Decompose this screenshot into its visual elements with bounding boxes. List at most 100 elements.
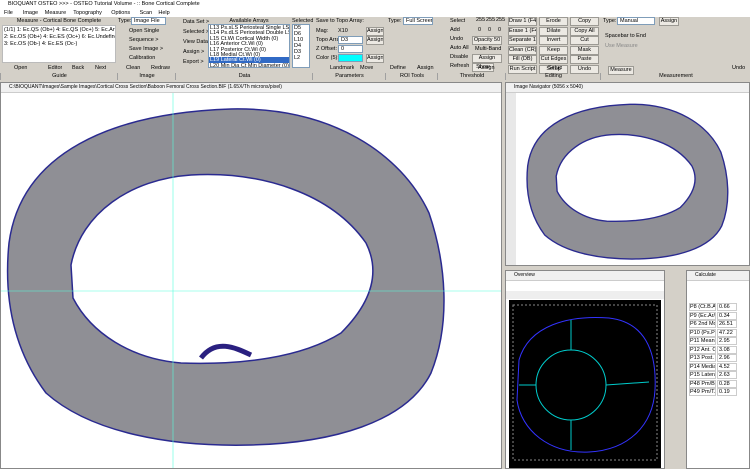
button[interactable]: Copy (570, 17, 599, 26)
button[interactable]: Selected > (183, 29, 210, 35)
button[interactable]: Mask (570, 45, 599, 55)
row-value: 0.34 (717, 311, 737, 320)
button[interactable]: Open (14, 65, 28, 71)
list-item[interactable]: L10 (294, 37, 304, 43)
button[interactable]: Measure (608, 66, 634, 75)
label: Color (5): (316, 55, 339, 61)
overview-window: Overview OptionsHelp (505, 270, 665, 469)
button[interactable]: Assign > (183, 49, 205, 55)
button[interactable]: Invert (539, 36, 568, 45)
checkbox-label[interactable]: Spacebar to End (605, 33, 646, 39)
list-item[interactable]: L17 Posterior Ct.Wi (0) (210, 46, 266, 53)
button[interactable]: Setup (539, 64, 568, 74)
list-item[interactable]: D3 (294, 49, 302, 55)
button[interactable]: Assign (472, 54, 502, 63)
button[interactable]: Clean (126, 65, 141, 71)
button[interactable]: Cut (570, 36, 599, 45)
button[interactable]: Opacity 50 (472, 36, 502, 45)
button[interactable]: Dilate (539, 26, 568, 36)
button[interactable]: Undo (450, 36, 464, 42)
button[interactable]: Show (472, 63, 494, 72)
dropdown[interactable]: Manual (617, 17, 655, 25)
button[interactable]: Editor (48, 65, 63, 71)
list-item[interactable]: L15 Ct.Wi Cortical Width (0) (210, 35, 279, 42)
menu-item[interactable]: Options (111, 10, 131, 16)
button[interactable]: Calibration (129, 55, 156, 61)
app-title: BIOQUANT OSTEO >>> - OSTEO Tutorial Volu… (8, 1, 200, 7)
measure-item[interactable]: 3: Ec.OS (Ob-) 4: Ec.ES (Oc-) (4, 41, 78, 47)
list-item[interactable]: L2 (294, 55, 301, 61)
button[interactable]: Data Set > (183, 19, 210, 25)
menu-item[interactable]: Help (158, 10, 170, 16)
bone-image (1, 93, 501, 468)
button[interactable]: Open Single (129, 28, 160, 34)
button[interactable]: Assign (366, 54, 384, 63)
checkbox-label[interactable]: Use Measure (605, 43, 638, 49)
available-list[interactable]: L13 Ps.sLS Periosteal Single LS (0) L14 P… (208, 24, 290, 68)
dropdown[interactable]: D3 (338, 36, 363, 44)
button[interactable]: Redraw (151, 65, 170, 71)
button[interactable]: Disable (450, 54, 469, 60)
button[interactable]: Run Script (508, 64, 537, 74)
list-item[interactable]: L19 Lateral Ct.Wi (0) (209, 57, 289, 64)
button[interactable]: Auto All (450, 45, 469, 51)
dropdown[interactable]: Full Screen (403, 17, 433, 25)
button[interactable]: Next (95, 65, 107, 71)
button[interactable]: Landmark (330, 65, 355, 71)
button[interactable]: View Data (183, 39, 208, 45)
measure-item[interactable]: 2: Ec.OS (Ob+) 4: Ec.ES (Oc+) 6: Ec.Unde… (4, 34, 116, 40)
list-item[interactable]: D5 (294, 25, 302, 31)
button[interactable]: Cut Edges (539, 55, 568, 64)
button[interactable]: Assign (366, 36, 384, 45)
button[interactable]: Setup (548, 65, 563, 71)
button[interactable]: Copy All (570, 26, 599, 36)
menu-item[interactable]: Topography (73, 10, 102, 16)
button[interactable]: Erase 1 (F4) (508, 26, 537, 36)
menu-item[interactable]: Measure (44, 10, 67, 16)
button[interactable]: Fill (DB) (508, 55, 537, 64)
color-swatch[interactable] (338, 54, 363, 62)
button[interactable]: Clean (CR) (508, 45, 537, 55)
list-item[interactable]: L18 Medial Ct.Wi (0) (210, 52, 261, 58)
menu-item[interactable]: Image (22, 10, 39, 16)
input[interactable]: 0 (338, 45, 363, 53)
list-item[interactable]: D6 (294, 31, 302, 37)
section-label: Data (175, 73, 313, 80)
list-item[interactable]: L14 Ps.dLS Periosteal Double LS (0) (210, 30, 289, 37)
dropdown[interactable]: Image File (131, 17, 166, 25)
button[interactable]: Undo (570, 64, 599, 74)
toolbar: Measure - Cortical Bone Complete (1/1) 1… (0, 17, 750, 80)
menu-item[interactable]: Scan (139, 10, 153, 16)
button[interactable]: Draw 1 (F4) (508, 17, 537, 26)
button[interactable]: Assign (659, 17, 679, 26)
button[interactable]: Paste (570, 55, 599, 64)
button[interactable]: Keep (539, 45, 568, 55)
button[interactable]: Assign (417, 65, 434, 71)
menu-item[interactable]: File (4, 10, 13, 16)
button[interactable]: Move (360, 65, 374, 71)
button[interactable]: Separate 1 (508, 36, 537, 45)
button[interactable]: Define (390, 65, 406, 71)
measure-title: Measure - Cortical Bone Complete (16, 18, 102, 24)
button[interactable]: Export > (183, 59, 204, 65)
button[interactable]: Assign (478, 65, 495, 71)
button[interactable]: Erode (539, 17, 568, 26)
list-item[interactable]: L16 Anterior Ct.Wi (0) (210, 41, 263, 48)
row-label: P12 Ant. Ct.Wi (689, 345, 716, 354)
checkbox-label[interactable]: Multi-Band (475, 46, 502, 52)
button[interactable]: Back (72, 65, 85, 71)
selected-list[interactable]: D5 D6 L10 D4 D3 L2 (292, 24, 310, 68)
button[interactable]: Save Image > (129, 46, 164, 52)
button[interactable]: Assign (366, 27, 384, 36)
image-window: C:\BIOQUANT\Images\Sample Images\Cortica… (0, 82, 502, 469)
list-item[interactable]: L20 Min Dia Ct Min Diameter (0) (210, 62, 289, 68)
bone (6, 108, 445, 446)
button[interactable]: Sequence > (129, 37, 159, 43)
button[interactable]: Undo (732, 65, 746, 71)
measure-item[interactable]: (1/1) 1: Ec.QS (Ob+) 4: Ec.QS (Oc+) 5: E… (4, 27, 116, 33)
list-item[interactable]: L13 Ps.sLS Periosteal Single LS (0) (210, 25, 290, 31)
button[interactable]: Refresh (450, 63, 470, 69)
button[interactable]: Add (450, 27, 460, 33)
list-item[interactable]: D4 (294, 43, 302, 49)
button[interactable]: Select (450, 18, 466, 24)
